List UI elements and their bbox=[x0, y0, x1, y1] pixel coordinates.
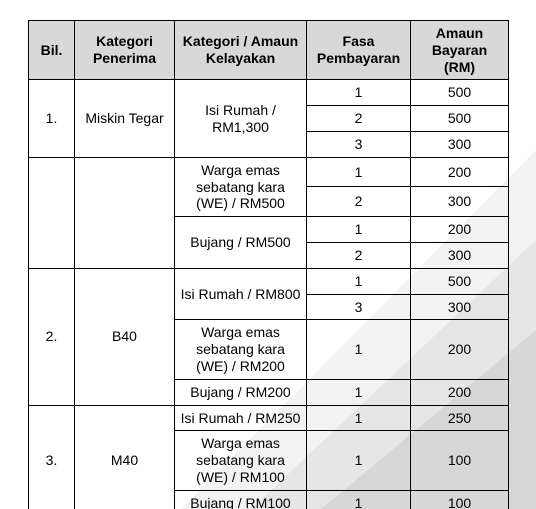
cell-amaun: 300 bbox=[411, 242, 509, 268]
cell-fasa: 2 bbox=[307, 187, 411, 217]
cell-bil: 1. bbox=[29, 80, 75, 157]
cell-fasa: 1 bbox=[307, 490, 411, 509]
cell-bil-empty bbox=[29, 157, 75, 268]
cell-penerima-empty bbox=[75, 157, 175, 268]
col-penerima: Kategori Penerima bbox=[75, 21, 175, 80]
table-row: Warga emas sebatang kara (WE) / RM500 1 … bbox=[29, 157, 509, 187]
cell-kelayakan: Isi Rumah / RM1,300 bbox=[175, 80, 307, 157]
col-fasa: Fasa Pembayaran bbox=[307, 21, 411, 80]
cell-fasa: 2 bbox=[307, 106, 411, 132]
cell-amaun: 200 bbox=[411, 157, 509, 187]
cell-kelayakan: Bujang / RM500 bbox=[175, 217, 307, 269]
cell-fasa: 3 bbox=[307, 294, 411, 320]
cell-amaun: 300 bbox=[411, 294, 509, 320]
col-kelayakan: Kategori / Amaun Kelayakan bbox=[175, 21, 307, 80]
col-bil: Bil. bbox=[29, 21, 75, 80]
cell-kelayakan: Isi Rumah / RM250 bbox=[175, 405, 307, 431]
cell-fasa: 1 bbox=[307, 157, 411, 187]
cell-penerima: B40 bbox=[75, 268, 175, 405]
table-row: 3. M40 Isi Rumah / RM250 1 250 bbox=[29, 405, 509, 431]
cell-amaun: 200 bbox=[411, 217, 509, 243]
payment-table: Bil. Kategori Penerima Kategori / Amaun … bbox=[28, 20, 509, 509]
cell-fasa: 3 bbox=[307, 131, 411, 157]
cell-amaun: 200 bbox=[411, 320, 509, 379]
table-header-row: Bil. Kategori Penerima Kategori / Amaun … bbox=[29, 21, 509, 80]
cell-kelayakan: Warga emas sebatang kara (WE) / RM500 bbox=[175, 157, 307, 216]
cell-fasa: 1 bbox=[307, 268, 411, 294]
cell-amaun: 300 bbox=[411, 187, 509, 217]
cell-fasa: 1 bbox=[307, 320, 411, 379]
table-row: 2. B40 Isi Rumah / RM800 1 500 bbox=[29, 268, 509, 294]
cell-bil: 3. bbox=[29, 405, 75, 509]
cell-kelayakan: Warga emas sebatang kara (WE) / RM200 bbox=[175, 320, 307, 379]
cell-kelayakan: Isi Rumah / RM800 bbox=[175, 268, 307, 320]
cell-amaun: 300 bbox=[411, 131, 509, 157]
cell-penerima: Miskin Tegar bbox=[75, 80, 175, 157]
cell-penerima: M40 bbox=[75, 405, 175, 509]
cell-kelayakan: Bujang / RM100 bbox=[175, 490, 307, 509]
cell-fasa: 1 bbox=[307, 405, 411, 431]
cell-fasa: 1 bbox=[307, 431, 411, 490]
cell-amaun: 100 bbox=[411, 490, 509, 509]
cell-amaun: 500 bbox=[411, 268, 509, 294]
cell-amaun: 200 bbox=[411, 379, 509, 405]
cell-fasa: 1 bbox=[307, 80, 411, 106]
cell-fasa: 1 bbox=[307, 217, 411, 243]
col-amaun: Amaun Bayaran (RM) bbox=[411, 21, 509, 80]
cell-bil: 2. bbox=[29, 268, 75, 405]
cell-amaun: 500 bbox=[411, 106, 509, 132]
cell-amaun: 250 bbox=[411, 405, 509, 431]
cell-fasa: 1 bbox=[307, 379, 411, 405]
cell-kelayakan: Warga emas sebatang kara (WE) / RM100 bbox=[175, 431, 307, 490]
cell-amaun: 500 bbox=[411, 80, 509, 106]
cell-fasa: 2 bbox=[307, 242, 411, 268]
page: { "table": { "header_bg": "#d8d8d8", "bo… bbox=[0, 0, 536, 509]
table-row: 1. Miskin Tegar Isi Rumah / RM1,300 1 50… bbox=[29, 80, 509, 106]
cell-kelayakan: Bujang / RM200 bbox=[175, 379, 307, 405]
cell-amaun: 100 bbox=[411, 431, 509, 490]
